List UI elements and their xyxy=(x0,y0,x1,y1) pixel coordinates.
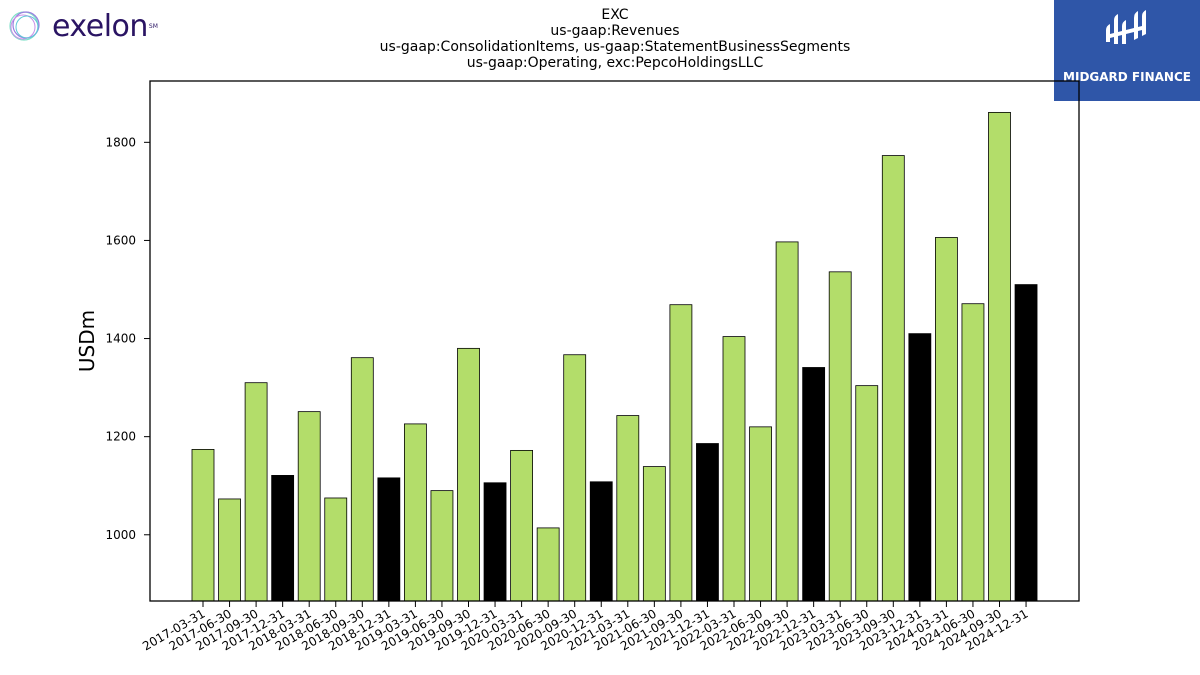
chart-title-line: EXC xyxy=(601,7,629,23)
bar-2021-06-30 xyxy=(642,466,666,602)
chart-title-line: us-gaap:ConsolidationItems, us-gaap:Stat… xyxy=(379,39,851,55)
bar-2018-03-31 xyxy=(297,411,321,602)
bars-group xyxy=(191,111,1038,602)
exelon-logo: exelon SM xyxy=(4,4,158,48)
bar-2021-12-31 xyxy=(696,443,719,602)
exelon-swirl-icon xyxy=(9,11,40,41)
bar-2019-06-30 xyxy=(430,490,454,602)
x-axis-ticks: 2017-03-312017-06-302017-09-302017-12-31… xyxy=(140,601,1031,653)
bar-2019-03-31 xyxy=(403,423,427,602)
bar-2019-09-30 xyxy=(457,347,480,602)
bar-2021-03-31 xyxy=(616,415,640,602)
chart-title-line: us-gaap:Operating, exc:PepcoHoldingsLLC xyxy=(466,55,764,71)
bar-2022-03-31 xyxy=(722,336,746,602)
midgard-emblem-icon xyxy=(1106,10,1146,44)
bar-2020-09-30 xyxy=(563,354,587,602)
bar-2018-09-30 xyxy=(350,357,374,602)
bar-2020-12-31 xyxy=(589,481,613,602)
bar-2017-06-30 xyxy=(218,498,241,602)
bar-2017-03-31 xyxy=(191,449,215,602)
bar-2023-03-31 xyxy=(828,271,852,602)
bar-2020-06-30 xyxy=(536,527,560,602)
bar-2023-09-30 xyxy=(881,155,905,602)
y-axis-label: USDm xyxy=(75,310,99,372)
y-tick-label: 1600 xyxy=(105,233,136,247)
y-axis-ticks: 1000 1200 1400 1600 1800 xyxy=(105,135,150,542)
midgard-brand-text: MIDGARD FINANCE xyxy=(1063,70,1191,84)
bar-2024-03-31 xyxy=(935,237,958,602)
y-tick-label: 1200 xyxy=(105,430,136,444)
exelon-service-mark: SM xyxy=(148,22,158,30)
exelon-wordmark: exelon xyxy=(52,8,148,44)
bar-2022-09-30 xyxy=(775,241,799,602)
bar-2023-12-31 xyxy=(908,333,932,602)
bar-2023-06-30 xyxy=(855,385,879,602)
chart-title: EXC us-gaap:Revenues us-gaap:Consolidati… xyxy=(300,7,930,71)
bar-2017-09-30 xyxy=(244,382,268,602)
y-tick-label: 1800 xyxy=(105,135,136,149)
chart-title-line: us-gaap:Revenues xyxy=(550,23,680,39)
y-tick-label: 1000 xyxy=(105,528,136,542)
midgard-finance-logo: MIDGARD FINANCE xyxy=(1054,0,1200,101)
bar-2022-12-31 xyxy=(802,367,826,602)
plot-frame xyxy=(149,80,1080,602)
bar-2018-12-31 xyxy=(377,477,401,602)
bar-2017-12-31 xyxy=(271,475,295,602)
bar-2021-09-30 xyxy=(669,304,693,602)
bar-2018-06-30 xyxy=(324,497,348,602)
bar-2020-03-31 xyxy=(510,449,534,602)
bar-2024-12-31 xyxy=(1014,284,1038,602)
bar-2024-09-30 xyxy=(988,111,1011,602)
bar-2022-06-30 xyxy=(749,426,772,602)
bar-2019-12-31 xyxy=(483,482,507,602)
bar-2024-06-30 xyxy=(961,303,985,602)
y-tick-label: 1400 xyxy=(105,332,136,346)
